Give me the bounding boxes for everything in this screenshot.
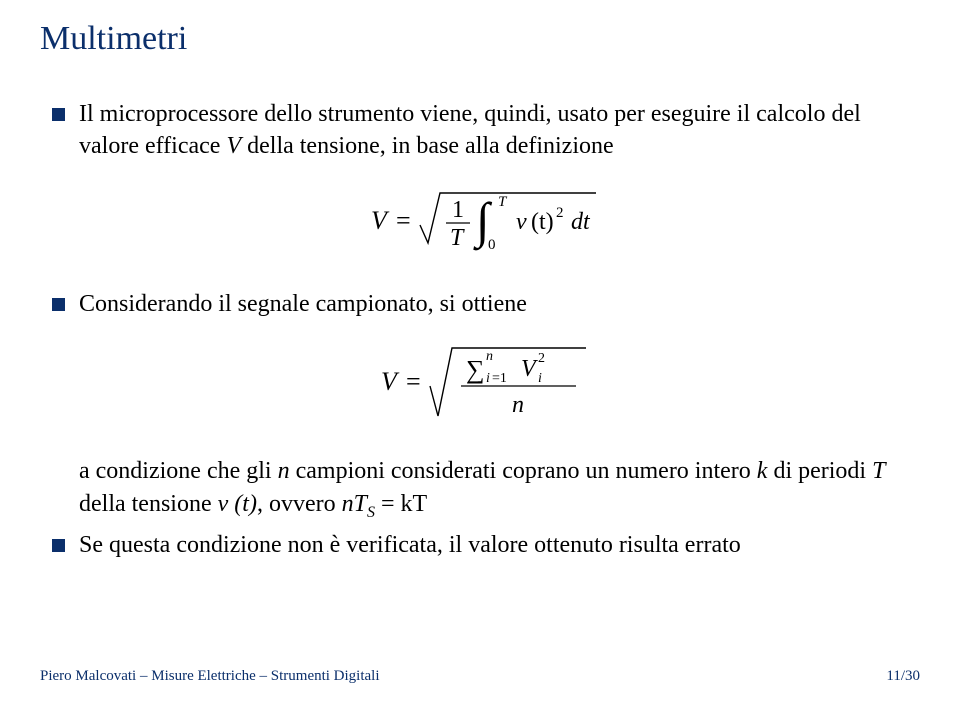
f1-lower: 0 — [488, 237, 496, 253]
bullet-2: Considerando il segnale campionato, si o… — [52, 288, 920, 320]
sqrt-icon — [430, 348, 586, 416]
bullet-3: Se questa condizione non è verificata, i… — [52, 529, 920, 561]
slide: Multimetri Il microprocessore dello stru… — [0, 0, 960, 707]
math-nTS-sub: S — [367, 503, 375, 520]
f2-Vi: V — [521, 356, 538, 382]
f1-Tdenom: T — [450, 225, 465, 251]
bullet-1-text: Il microprocessore dello strumento viene… — [79, 98, 920, 163]
text: della tensione, in base alla definizione — [241, 133, 614, 159]
f1-texpr: (t) — [531, 209, 554, 235]
text: , ovvero — [257, 491, 342, 517]
text: campioni considerati coprano un numero i… — [290, 458, 757, 484]
f1-sq: 2 — [556, 205, 564, 221]
f1-v: v — [516, 209, 527, 235]
formula-1: V = 1 T ∫ T 0 v (t) 2 dt — [52, 181, 920, 266]
bullet-2-text: Considerando il segnale campionato, si o… — [79, 288, 527, 320]
sum-icon: ∑ — [466, 355, 485, 384]
formula-1-svg: V = 1 T ∫ T 0 v (t) 2 dt — [356, 181, 616, 261]
math-n: n — [278, 458, 290, 484]
f2-sumlower-i: i — [486, 371, 490, 386]
formula-2-svg: V = ∑ n i =1 V 2 i n — [366, 338, 606, 428]
bullet-icon — [52, 539, 65, 552]
text: a condizione che gli — [79, 458, 278, 484]
sqrt-icon — [420, 193, 596, 243]
math-V: V — [226, 133, 241, 159]
footer-left: Piero Malcovati – Misure Elettriche – St… — [40, 668, 380, 685]
f1-one: 1 — [452, 197, 464, 223]
f2-sumupper: n — [486, 349, 493, 364]
content-area: Il microprocessore dello strumento viene… — [40, 98, 920, 561]
f2-eq: = — [406, 367, 421, 396]
f2-sumlower-eq1: =1 — [492, 371, 507, 386]
f1-upper: T — [498, 194, 508, 210]
text: della tensione — [79, 491, 218, 517]
text: di periodi — [767, 458, 872, 484]
math-T: T — [872, 458, 885, 484]
f1-dt: dt — [571, 209, 591, 235]
footer: Piero Malcovati – Misure Elettriche – St… — [40, 668, 920, 685]
math-vt: v (t) — [218, 491, 257, 517]
math-k: k — [757, 458, 768, 484]
f2-isub: i — [538, 371, 542, 386]
f1-eq: = — [396, 206, 411, 235]
bullet-1: Il microprocessore dello strumento viene… — [52, 98, 920, 163]
f2-denom: n — [512, 392, 524, 418]
f1-V: V — [371, 206, 390, 235]
bullet-icon — [52, 298, 65, 311]
footer-right: 11/30 — [886, 668, 920, 685]
formula-2: V = ∑ n i =1 V 2 i n — [52, 338, 920, 433]
bullet-2-continuation: a condizione che gli n campioni consider… — [79, 455, 920, 523]
f2-V: V — [381, 367, 400, 396]
math-nTS-left: nT — [342, 491, 367, 517]
math-nTS-right: = kT — [375, 491, 427, 517]
page-title: Multimetri — [40, 20, 920, 58]
bullet-icon — [52, 108, 65, 121]
bullet-3-text: Se questa condizione non è verificata, i… — [79, 529, 741, 561]
f2-sq: 2 — [538, 351, 545, 366]
